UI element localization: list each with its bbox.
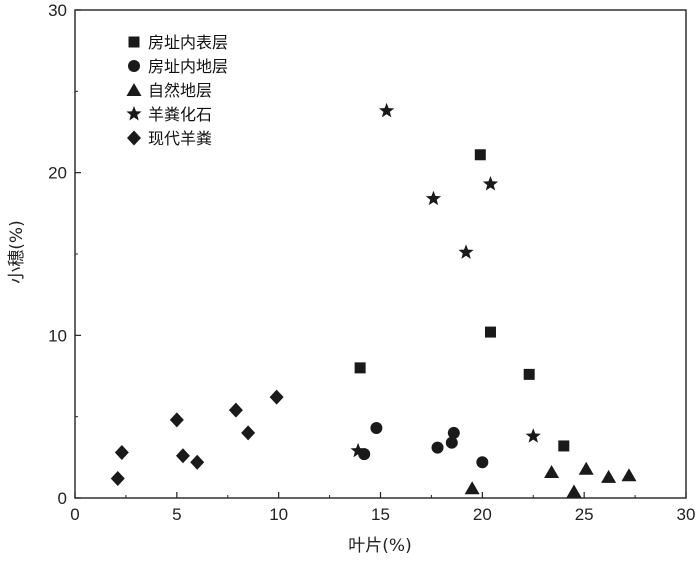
legend-label: 现代羊粪 xyxy=(148,129,212,148)
data-point-diamond xyxy=(110,470,125,486)
x-tick-label: 5 xyxy=(172,505,181,524)
data-point-square xyxy=(474,149,486,161)
data-point-triangle xyxy=(621,468,637,482)
legend-marker-square xyxy=(128,36,140,48)
data-points xyxy=(110,102,637,498)
legend-label: 房址内地层 xyxy=(148,57,228,76)
data-point-diamond xyxy=(175,448,190,464)
data-point-star xyxy=(379,102,395,118)
data-point-circle xyxy=(431,441,444,454)
data-point-diamond xyxy=(228,402,243,418)
data-point-circle xyxy=(447,426,460,439)
y-axis-ticks: 0 10 20 30 xyxy=(48,1,81,508)
y-tick-label: 30 xyxy=(48,1,67,20)
y-axis-title: 小穗(%) xyxy=(7,220,27,283)
data-point-circle xyxy=(476,456,489,469)
x-tick-label: 30 xyxy=(677,505,696,524)
legend-marker-star xyxy=(126,106,142,121)
data-point-triangle xyxy=(601,469,617,483)
y-tick-label: 0 xyxy=(58,489,67,508)
x-tick-label: 20 xyxy=(473,505,492,524)
data-point-triangle xyxy=(544,464,560,478)
x-axis-ticks: 0 5 10 15 20 25 30 xyxy=(70,492,695,524)
data-point-diamond xyxy=(190,454,205,470)
legend-marker-triangle xyxy=(126,83,142,96)
data-point-diamond xyxy=(169,412,184,428)
x-tick-label: 25 xyxy=(575,505,594,524)
y-tick-label: 20 xyxy=(48,164,67,183)
data-point-square xyxy=(354,362,366,374)
data-point-square xyxy=(558,440,570,452)
legend-marker-circle xyxy=(128,60,140,72)
data-point-circle xyxy=(370,422,383,435)
data-point-circle xyxy=(445,436,458,449)
data-point-square xyxy=(523,368,535,380)
data-point-star xyxy=(350,442,366,458)
x-tick-label: 15 xyxy=(371,505,390,524)
legend-marker-diamond xyxy=(127,130,141,146)
data-point-diamond xyxy=(269,389,284,405)
y-tick-label: 10 xyxy=(48,326,67,345)
data-point-diamond xyxy=(241,425,256,441)
x-tick-label: 10 xyxy=(269,505,288,524)
data-point-star xyxy=(525,428,541,443)
x-axis-title: 叶片(%) xyxy=(348,536,411,556)
x-tick-label: 0 xyxy=(70,505,79,524)
data-point-triangle xyxy=(566,484,582,498)
data-point-star xyxy=(425,190,442,206)
data-point-triangle xyxy=(578,461,594,475)
legend-label: 房址内表层 xyxy=(148,33,228,52)
data-point-star xyxy=(482,176,499,191)
data-point-star xyxy=(458,244,474,259)
data-point-square xyxy=(484,326,496,338)
data-point-diamond xyxy=(114,444,129,460)
legend-label: 羊粪化石 xyxy=(148,105,212,124)
legend-label: 自然地层 xyxy=(148,81,212,100)
data-point-triangle xyxy=(464,481,480,495)
